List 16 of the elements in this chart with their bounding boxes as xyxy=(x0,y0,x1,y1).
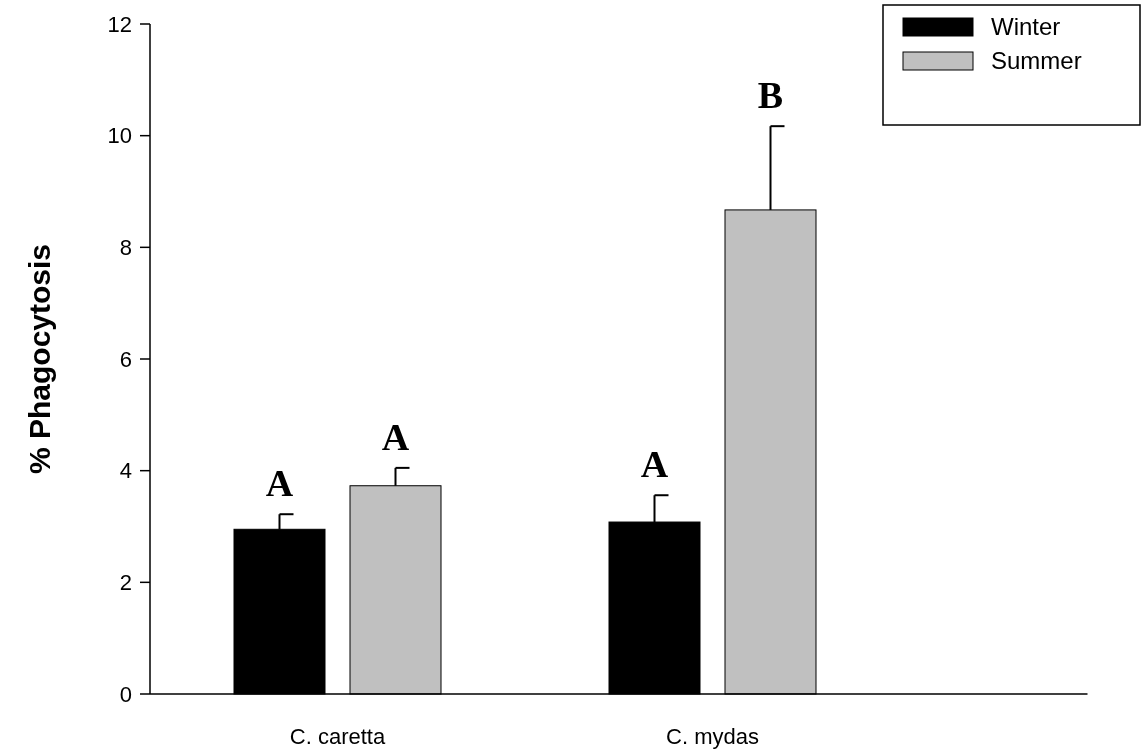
annotation: A xyxy=(381,415,410,458)
y-tick-label: 10 xyxy=(107,123,132,149)
y-tick-label: 0 xyxy=(119,681,132,707)
y-tick-label: 12 xyxy=(107,11,132,37)
y-axis-title: % Phagocytosis xyxy=(23,243,56,475)
annotation: A xyxy=(265,462,294,505)
annotation: B xyxy=(757,74,784,117)
y-tick-label: 6 xyxy=(119,346,132,372)
legend-label: Summer xyxy=(991,47,1082,74)
legend-label: Winter xyxy=(991,13,1061,40)
y-tick-label: 8 xyxy=(119,235,132,261)
x-tick-label: C. mydas xyxy=(666,724,759,749)
annotation: A xyxy=(640,443,669,486)
x-tick-label: C. caretta xyxy=(289,724,386,749)
y-tick-label: 4 xyxy=(119,458,132,484)
y-tick-label: 2 xyxy=(119,570,132,596)
